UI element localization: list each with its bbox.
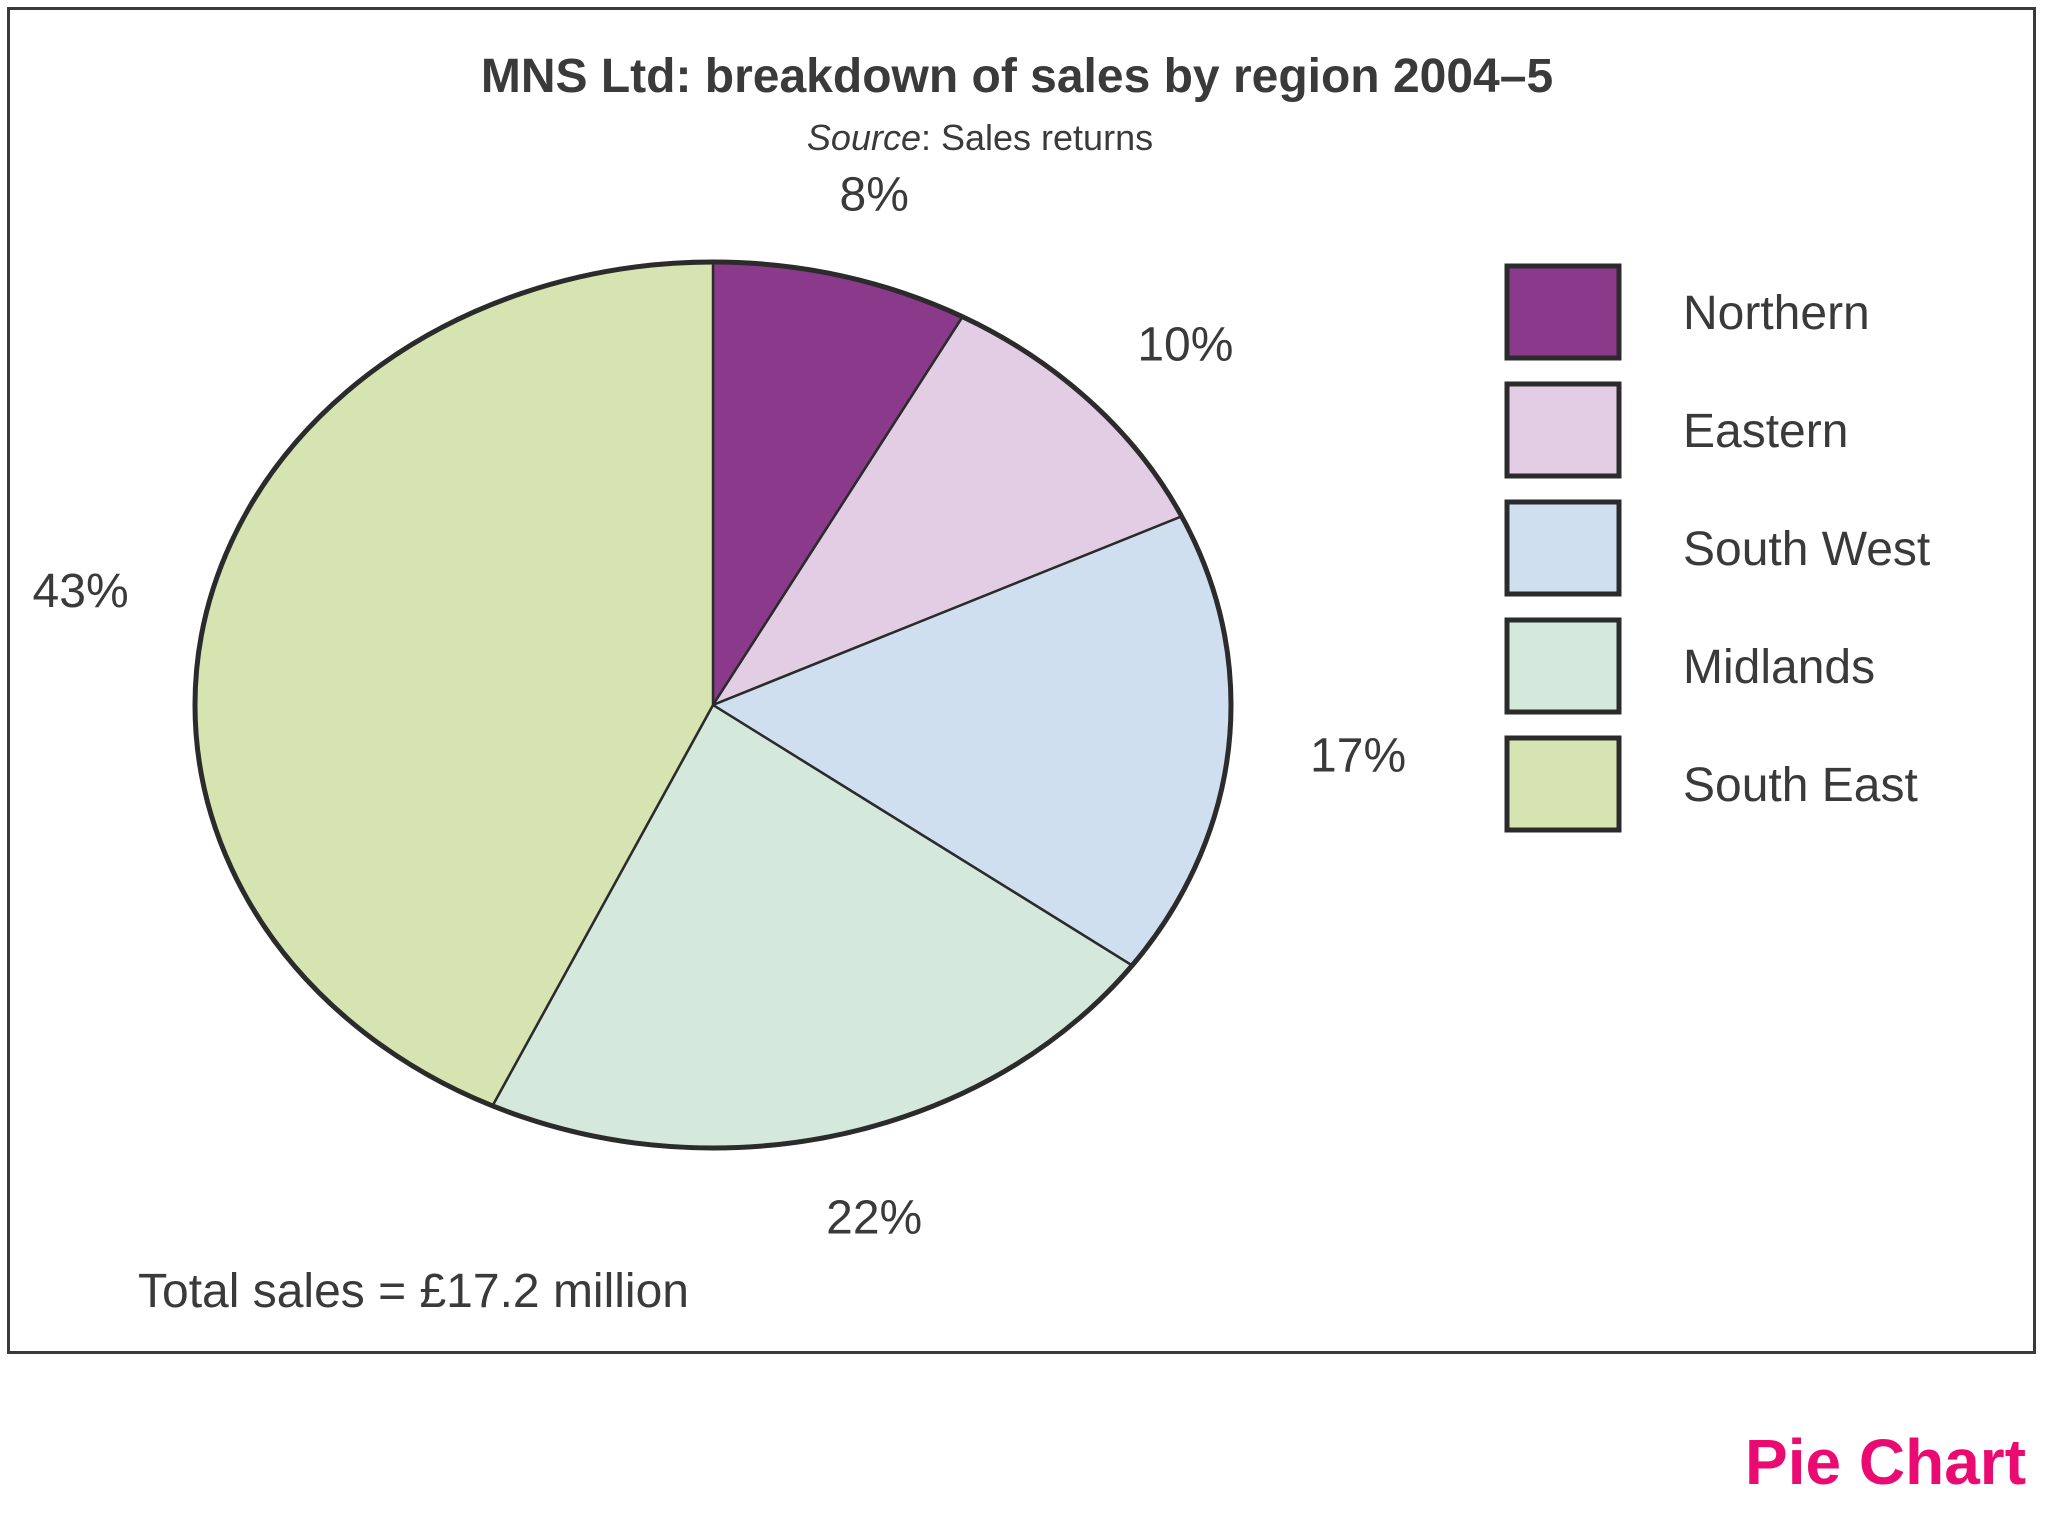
pie-percent-labels: 8% 10% 17% 22% 43%	[33, 169, 1407, 1245]
total-sales-note: Total sales = £17.2 million	[138, 1265, 689, 1318]
legend-swatch-eastern	[1504, 381, 1622, 479]
percent-label-south-east: 43%	[33, 565, 129, 618]
pie-outline	[192, 259, 1234, 1151]
percent-label-midlands: 22%	[826, 1191, 922, 1244]
legend-label-northern: Northern	[1683, 287, 1870, 340]
legend-label-midlands: Midlands	[1683, 641, 1875, 694]
legend-swatch-south-east	[1504, 735, 1622, 833]
legend-label-eastern: Eastern	[1683, 405, 1848, 458]
percent-label-northern: 8%	[840, 169, 909, 222]
legend-swatch-northern	[1504, 263, 1622, 361]
legend-label-south-east: South East	[1683, 759, 1918, 812]
legend-swatch-midlands	[1504, 617, 1622, 715]
legend-label-south-west: South West	[1683, 523, 1930, 576]
legend-swatch-south-west	[1504, 499, 1622, 597]
chart-subtitle: Source: Sales returns	[807, 117, 1153, 158]
legend: Northern Eastern South West Midlands South E…	[1504, 263, 1930, 833]
pie-slices	[193, 260, 1233, 1150]
chart-title: MNS Ltd: breakdown of sales by region 20…	[481, 50, 1553, 103]
subtitle-source-text: : Sales returns	[921, 117, 1153, 158]
corner-tag: Pie Chart	[1745, 1426, 2026, 1498]
percent-label-eastern: 10%	[1137, 319, 1233, 372]
percent-label-south-west: 17%	[1310, 730, 1406, 783]
subtitle-source-word: Source	[807, 117, 921, 158]
